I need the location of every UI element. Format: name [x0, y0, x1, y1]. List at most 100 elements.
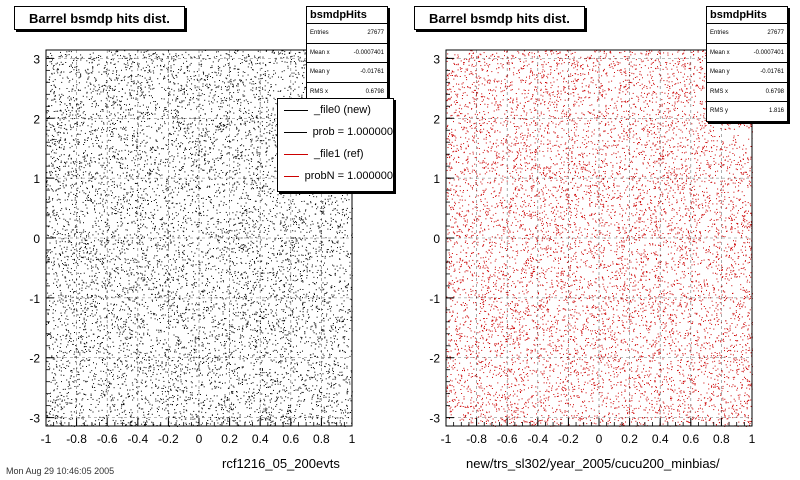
scatter-point: [258, 96, 260, 98]
scatter-point: [183, 72, 185, 74]
scatter-point: [131, 286, 133, 288]
scatter-point: [179, 298, 181, 300]
scatter-point: [307, 253, 309, 255]
scatter-point: [331, 347, 333, 349]
scatter-point: [146, 421, 148, 423]
scatter-point: [187, 195, 189, 197]
scatter-point: [335, 364, 337, 365]
scatter-point: [91, 138, 92, 140]
scatter-point: [53, 273, 55, 275]
scatter-point: [237, 83, 239, 85]
scatter-point: [113, 100, 115, 102]
scatter-point: [261, 246, 263, 248]
scatter-point: [266, 309, 267, 311]
scatter-point: [159, 248, 161, 250]
scatter-point: [185, 312, 187, 314]
scatter-point: [256, 169, 258, 171]
scatter-point: [136, 242, 138, 244]
scatter-point: [46, 186, 48, 187]
scatter-point: [275, 257, 277, 259]
scatter-point: [240, 81, 242, 83]
scatter-point: [332, 242, 334, 244]
scatter-point: [210, 306, 212, 308]
scatter-point: [92, 70, 94, 72]
scatter-point: [167, 277, 168, 279]
scatter-point: [321, 409, 323, 411]
scatter-point: [154, 159, 156, 161]
scatter-point: [73, 185, 74, 187]
scatter-point: [92, 347, 94, 349]
scatter-point: [175, 212, 177, 214]
scatter-point: [202, 83, 204, 85]
scatter-point: [183, 135, 185, 137]
scatter-point: [180, 102, 182, 104]
scatter-point: [151, 421, 153, 423]
scatter-point: [328, 399, 330, 401]
scatter-point: [141, 273, 143, 275]
scatter-point: [221, 230, 223, 232]
scatter-point: [65, 318, 67, 320]
scatter-point: [259, 407, 261, 409]
scatter-point: [260, 323, 261, 324]
scatter-point: [142, 321, 144, 323]
scatter-point: [350, 400, 352, 402]
scatter-point: [123, 301, 125, 303]
scatter-point: [291, 397, 293, 399]
scatter-point: [67, 360, 69, 362]
scatter-point: [230, 141, 232, 143]
scatter-point: [229, 229, 231, 231]
scatter-point: [91, 306, 93, 307]
scatter-point: [275, 295, 277, 297]
scatter-point: [197, 175, 199, 176]
scatter-point: [215, 192, 217, 193]
scatter-point: [115, 239, 117, 241]
scatter-point: [192, 313, 194, 315]
scatter-point: [193, 357, 195, 359]
scatter-point: [127, 422, 129, 424]
scatter-point: [207, 185, 209, 187]
scatter-point: [218, 321, 219, 323]
scatter-point: [173, 64, 175, 66]
scatter-point: [226, 423, 228, 425]
scatter-point: [140, 390, 142, 392]
scatter-point: [47, 400, 49, 402]
scatter-point: [49, 300, 51, 302]
scatter-point: [238, 298, 240, 299]
scatter-point: [211, 335, 213, 337]
scatter-point: [187, 126, 189, 128]
scatter-point: [196, 248, 198, 250]
scatter-point: [183, 372, 185, 374]
scatter-point: [301, 254, 303, 256]
scatter-point: [57, 179, 59, 181]
scatter-point: [114, 270, 116, 272]
scatter-point: [169, 239, 171, 241]
scatter-point: [294, 363, 296, 365]
scatter-point: [265, 80, 267, 82]
scatter-point: [167, 321, 169, 322]
scatter-point: [323, 299, 325, 301]
scatter-point: [183, 409, 185, 411]
scatter-point: [83, 409, 84, 411]
scatter-point: [225, 356, 226, 358]
scatter-point: [165, 407, 167, 409]
scatter-point: [176, 342, 178, 344]
scatter-point: [63, 413, 65, 414]
scatter-point: [288, 260, 290, 262]
scatter-point: [100, 384, 102, 386]
scatter-point: [61, 125, 63, 127]
scatter-point: [117, 112, 119, 114]
scatter-point: [53, 377, 55, 379]
scatter-point: [167, 75, 169, 77]
scatter-point: [271, 279, 273, 281]
scatter-point: [126, 336, 128, 338]
scatter-point: [156, 187, 158, 189]
scatter-point: [92, 90, 94, 92]
scatter-point: [206, 215, 208, 217]
scatter-point: [346, 404, 348, 406]
scatter-point: [234, 271, 236, 272]
scatter-point: [194, 57, 196, 59]
scatter-point: [183, 120, 185, 122]
scatter-point: [342, 326, 344, 328]
scatter-point: [115, 271, 117, 273]
scatter-point: [275, 299, 277, 301]
